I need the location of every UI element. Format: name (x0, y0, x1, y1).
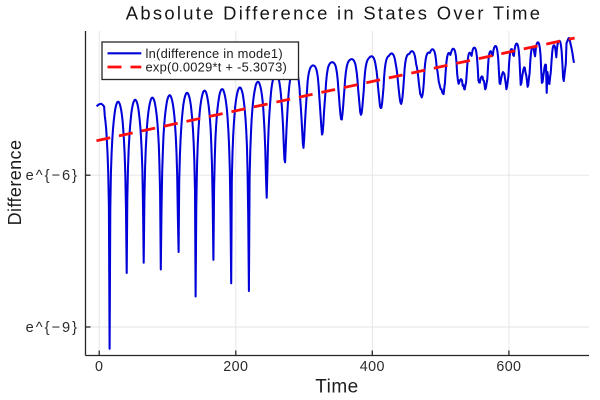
svg-text:exp(0.0029*t + -5.3073): exp(0.0029*t + -5.3073) (146, 60, 288, 75)
svg-text:0: 0 (95, 359, 103, 375)
svg-text:ln(difference in mode1): ln(difference in mode1) (146, 46, 283, 61)
svg-text:e^{−6}: e^{−6} (26, 168, 79, 184)
svg-text:Time: Time (315, 377, 359, 398)
svg-text:600: 600 (496, 359, 521, 375)
svg-text:e^{−9}: e^{−9} (26, 320, 79, 336)
svg-text:200: 200 (223, 359, 248, 375)
svg-text:Absolute Difference in States: Absolute Difference in States Over Time (126, 3, 542, 24)
svg-text:400: 400 (360, 359, 385, 375)
svg-text:Difference: Difference (5, 140, 25, 226)
